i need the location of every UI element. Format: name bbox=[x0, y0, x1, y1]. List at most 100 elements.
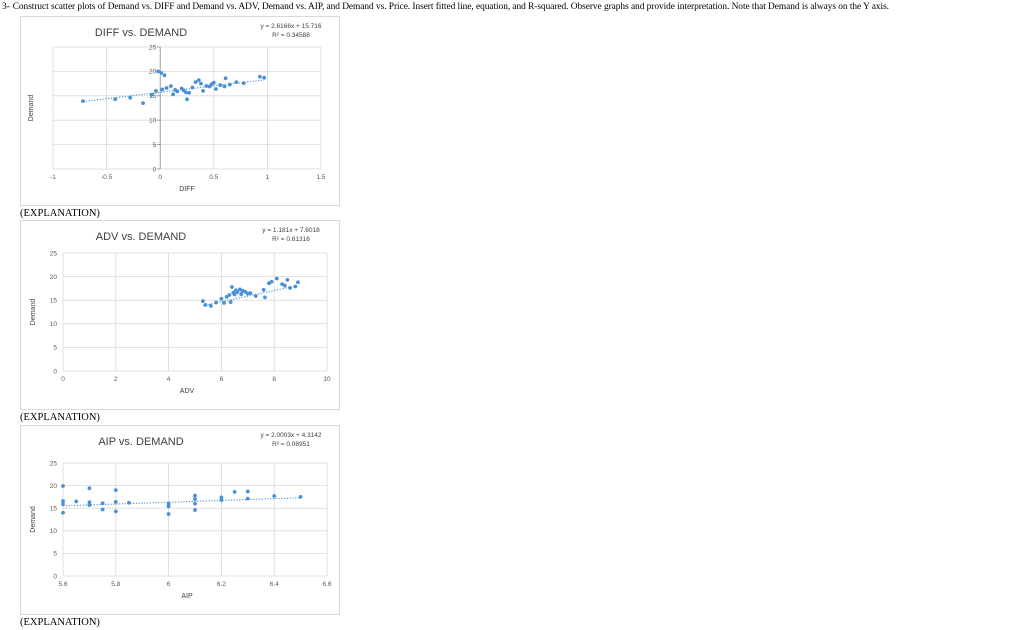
data-point bbox=[282, 283, 287, 288]
data-point bbox=[211, 80, 216, 85]
x-tick-label: 0 bbox=[61, 376, 65, 383]
trendline-equation: y = 1.181x + 7.6018 bbox=[262, 227, 320, 234]
data-point bbox=[128, 95, 133, 100]
data-point bbox=[241, 81, 246, 86]
data-point bbox=[149, 92, 154, 97]
data-point bbox=[234, 80, 239, 85]
data-point bbox=[230, 285, 234, 289]
data-point bbox=[253, 294, 258, 298]
data-point bbox=[296, 280, 300, 285]
data-point bbox=[219, 495, 224, 500]
data-point bbox=[61, 484, 65, 488]
r-squared-label: R² = 0.08951 bbox=[272, 441, 310, 448]
diff-demand-chart: DIFF vs. DEMAND y = 2.6166x + 15.716 R² = … bbox=[20, 16, 340, 206]
x-tick-label: 2 bbox=[114, 376, 118, 383]
data-point bbox=[187, 90, 192, 95]
data-point bbox=[204, 84, 209, 88]
x-tick-label: 4 bbox=[167, 376, 171, 383]
explanation-3: (EXPLANATION) bbox=[20, 617, 100, 628]
data-point bbox=[166, 504, 171, 509]
data-point bbox=[193, 501, 197, 506]
trendline-equation: y = 2.6166x + 15.716 bbox=[260, 23, 321, 30]
data-point bbox=[235, 290, 240, 295]
data-point bbox=[100, 501, 105, 506]
data-point bbox=[223, 76, 228, 81]
adv-demand-chart: ADV vs. DEMAND y = 1.181x + 7.6018 R² = 0.… bbox=[20, 220, 340, 410]
data-point bbox=[113, 499, 118, 504]
data-point bbox=[61, 510, 65, 515]
x-axis-label: AIP bbox=[181, 593, 193, 600]
data-point bbox=[224, 294, 229, 299]
x-tick-label: 5.6 bbox=[58, 581, 67, 588]
y-tick-label: 15 bbox=[50, 298, 58, 305]
data-point bbox=[193, 497, 197, 502]
y-axis-label: Demand bbox=[30, 506, 37, 533]
y-tick-label: 20 bbox=[50, 483, 58, 490]
data-point bbox=[81, 99, 85, 104]
data-point bbox=[61, 502, 65, 507]
data-point bbox=[61, 499, 65, 503]
data-point bbox=[261, 287, 266, 292]
data-point bbox=[274, 276, 279, 281]
y-axis-label: Demand bbox=[28, 95, 35, 122]
data-point bbox=[184, 90, 188, 95]
data-point bbox=[141, 101, 145, 106]
data-point bbox=[127, 500, 131, 505]
data-point bbox=[232, 292, 237, 297]
data-point bbox=[263, 295, 267, 300]
x-tick-label: -1 bbox=[50, 174, 56, 181]
x-tick-label: 10 bbox=[323, 376, 331, 383]
explanation-2: (EXPLANATION) bbox=[20, 412, 100, 423]
trendline bbox=[62, 497, 301, 507]
y-tick-label: 10 bbox=[50, 321, 58, 328]
y-tick-label: 10 bbox=[50, 528, 58, 535]
trendline-equation: y = 2.0003x + 4.3142 bbox=[260, 432, 321, 439]
data-point bbox=[193, 508, 197, 512]
data-point bbox=[222, 301, 226, 305]
data-point bbox=[219, 296, 224, 301]
data-point bbox=[190, 85, 195, 90]
data-point bbox=[201, 299, 205, 304]
data-point bbox=[293, 284, 298, 289]
x-tick-label: 6.4 bbox=[270, 581, 279, 588]
diff-demand-plot: DIFF vs. DEMAND y = 2.6166x + 15.716 R² = … bbox=[28, 23, 326, 193]
y-tick-label: 0 bbox=[53, 368, 57, 375]
y-axis-label: Demand bbox=[30, 299, 37, 326]
x-tick-label: 0 bbox=[158, 174, 162, 181]
trendline bbox=[202, 284, 299, 307]
x-tick-label: 6 bbox=[167, 581, 171, 588]
trendline bbox=[82, 79, 265, 103]
data-point bbox=[203, 303, 208, 307]
x-tick-label: 6 bbox=[220, 376, 224, 383]
data-point bbox=[171, 92, 175, 97]
data-point bbox=[87, 486, 92, 491]
data-point bbox=[166, 512, 171, 516]
data-point bbox=[175, 89, 180, 94]
data-point bbox=[222, 84, 227, 89]
data-point bbox=[154, 89, 158, 93]
chart-title: DIFF vs. DEMAND bbox=[95, 27, 187, 39]
data-point bbox=[199, 81, 203, 86]
data-point bbox=[239, 292, 244, 296]
data-point bbox=[269, 279, 274, 284]
r-squared-label: R² = 0.34588 bbox=[272, 32, 310, 39]
data-point bbox=[208, 303, 213, 308]
question-number: 3- bbox=[2, 2, 10, 12]
data-point bbox=[214, 87, 218, 91]
data-point bbox=[218, 83, 223, 87]
data-point bbox=[228, 300, 233, 304]
data-point bbox=[113, 97, 118, 102]
data-point bbox=[87, 500, 92, 505]
y-tick-label: 25 bbox=[149, 44, 157, 51]
y-tick-label: 10 bbox=[149, 118, 157, 125]
data-point bbox=[245, 489, 250, 494]
y-tick-label: 5 bbox=[53, 551, 57, 558]
x-tick-label: 1 bbox=[266, 174, 270, 181]
data-point bbox=[113, 488, 118, 493]
data-point bbox=[298, 495, 303, 499]
data-point bbox=[245, 496, 250, 501]
x-tick-label: 6.2 bbox=[217, 581, 226, 588]
data-point bbox=[207, 84, 212, 89]
data-point bbox=[227, 293, 232, 297]
data-point bbox=[227, 82, 232, 87]
